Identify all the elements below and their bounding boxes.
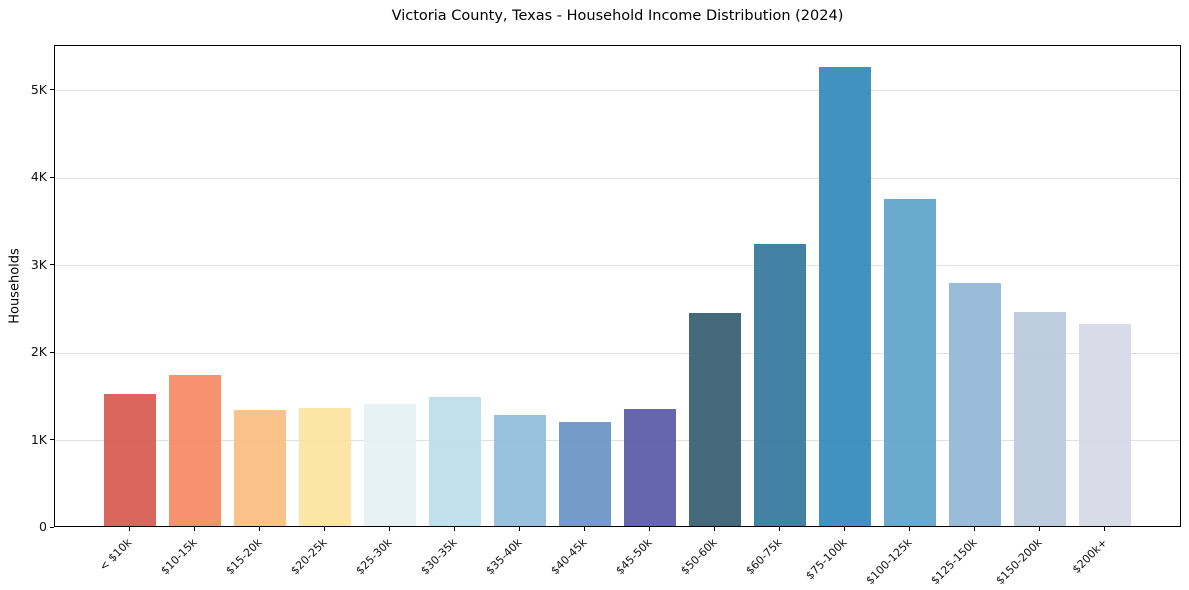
y-tick-label: 1K bbox=[30, 431, 47, 447]
x-tick-mark bbox=[713, 527, 715, 531]
y-tick-label: 5K bbox=[30, 81, 47, 97]
gridline bbox=[55, 265, 1180, 267]
y-tick-mark bbox=[50, 176, 54, 178]
gridline bbox=[55, 352, 1180, 354]
bar bbox=[234, 409, 287, 526]
bar bbox=[494, 414, 547, 526]
x-tick-mark bbox=[388, 527, 390, 531]
x-tick-mark bbox=[258, 527, 260, 531]
x-tick-mark bbox=[518, 527, 520, 531]
x-tick-mark bbox=[648, 527, 650, 531]
bar bbox=[559, 421, 612, 526]
bar bbox=[1079, 323, 1132, 526]
y-tick-label: 0 bbox=[39, 519, 47, 534]
x-tick-label: $30-35k bbox=[418, 536, 460, 578]
x-tick-mark bbox=[583, 527, 585, 531]
gridline bbox=[55, 90, 1180, 92]
chart-title: Victoria County, Texas - Household Incom… bbox=[391, 8, 844, 24]
bar bbox=[949, 282, 1002, 526]
x-tick-label: $10-15k bbox=[158, 536, 200, 578]
bar bbox=[624, 408, 677, 526]
x-tick-label: $75-100k bbox=[803, 536, 850, 583]
x-tick-label: $60-75k bbox=[743, 536, 785, 578]
x-tick-label: $35-40k bbox=[483, 536, 525, 578]
x-tick-label: $150-200k bbox=[993, 536, 1045, 588]
y-tick-mark bbox=[50, 89, 54, 91]
x-tick-mark bbox=[973, 527, 975, 531]
x-tick-label: < $10k bbox=[96, 536, 135, 574]
gridline bbox=[55, 440, 1180, 442]
bar bbox=[104, 393, 157, 526]
x-tick-label: $40-45k bbox=[548, 536, 590, 578]
bar bbox=[754, 243, 807, 526]
y-tick-mark bbox=[50, 351, 54, 353]
x-tick-mark bbox=[1038, 527, 1040, 531]
x-tick-label: $125-150k bbox=[928, 536, 980, 588]
y-tick-label: 4K bbox=[30, 169, 47, 185]
bar bbox=[884, 199, 937, 526]
y-tick-mark bbox=[50, 439, 54, 441]
y-tick-label: 2K bbox=[30, 344, 47, 360]
x-tick-mark bbox=[908, 527, 910, 531]
x-tick-mark bbox=[323, 527, 325, 531]
x-tick-mark bbox=[453, 527, 455, 531]
x-tick-label: $45-50k bbox=[613, 536, 655, 578]
x-tick-label: $100-125k bbox=[863, 536, 915, 588]
y-tick-label: 3K bbox=[30, 256, 47, 272]
bar bbox=[819, 66, 872, 526]
bar bbox=[364, 403, 417, 526]
y-tick-mark bbox=[50, 264, 54, 266]
x-tick-label: $15-20k bbox=[223, 536, 265, 578]
y-tick-mark bbox=[50, 526, 54, 528]
plot-area bbox=[54, 45, 1181, 527]
gridline bbox=[55, 177, 1180, 179]
x-tick-mark bbox=[778, 527, 780, 531]
bar bbox=[689, 313, 742, 526]
x-tick-label: $200k+ bbox=[1069, 536, 1110, 577]
y-axis-label: Households bbox=[7, 248, 23, 324]
x-tick-mark bbox=[843, 527, 845, 531]
x-tick-mark bbox=[1103, 527, 1105, 531]
bar bbox=[429, 397, 482, 526]
x-tick-mark bbox=[193, 527, 195, 531]
x-tick-label: $50-60k bbox=[678, 536, 720, 578]
x-tick-label: $20-25k bbox=[288, 536, 330, 578]
bar bbox=[1014, 311, 1067, 526]
bar bbox=[169, 375, 222, 526]
bar bbox=[299, 407, 352, 526]
x-tick-label: $25-30k bbox=[353, 536, 395, 578]
x-tick-mark bbox=[128, 527, 130, 531]
